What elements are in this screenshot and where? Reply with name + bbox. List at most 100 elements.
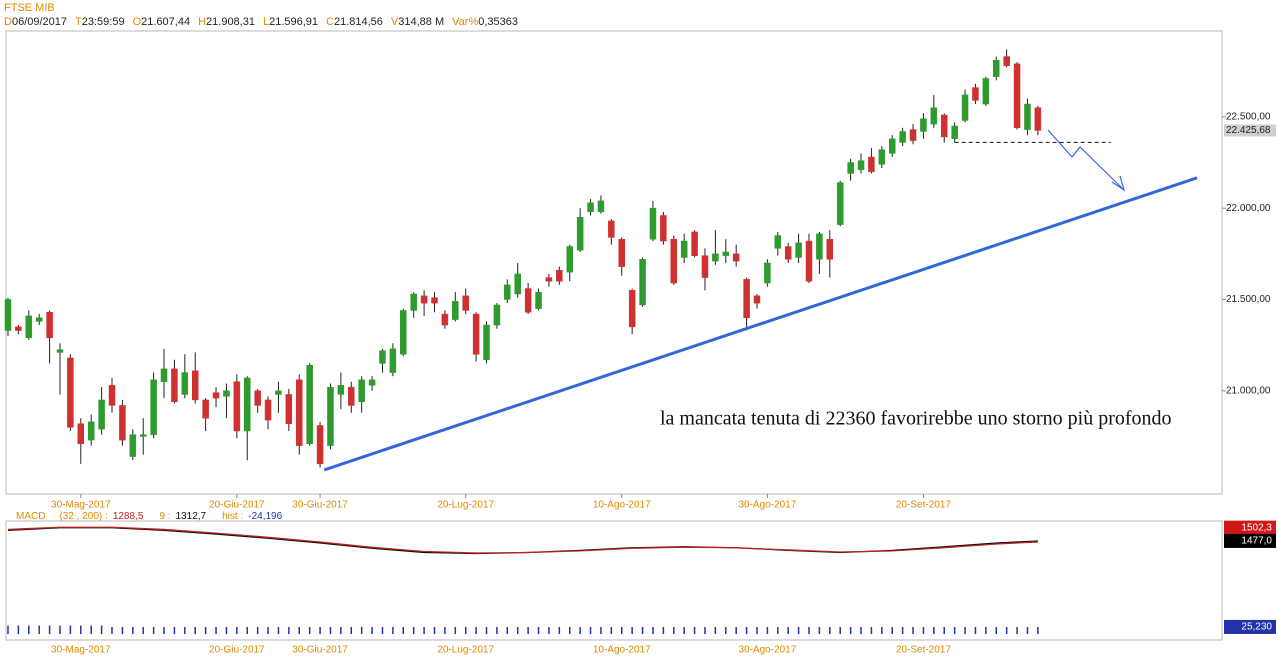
last-price-label: 22.425,68 <box>1226 125 1271 136</box>
macd-value-box <box>1224 520 1276 535</box>
candle-body <box>597 200 605 213</box>
candle-body <box>254 390 261 406</box>
candle-body <box>888 138 896 154</box>
candle-body <box>358 379 365 403</box>
macd-legend-macd-value: 1288,5 <box>113 511 144 522</box>
info-key: Var% <box>452 16 478 28</box>
candle-body <box>25 315 33 339</box>
candle-body <box>628 290 636 328</box>
x-tick-label: 30-Ago-2017 <box>738 645 796 656</box>
candle-body <box>743 279 750 318</box>
candle-body <box>171 368 178 403</box>
plot-frame <box>5 30 1223 495</box>
candle-body <box>545 277 553 282</box>
info-key: H <box>198 16 206 28</box>
hist-value-box <box>1224 619 1276 634</box>
candle-body <box>826 238 834 260</box>
candle-body <box>431 297 438 304</box>
macd-legend-hist-value: -24,196 <box>248 511 282 522</box>
candle-body <box>483 324 490 361</box>
candle-body <box>441 313 449 326</box>
candle-body <box>389 348 397 373</box>
y-tick-label: 21.500,00 <box>1226 294 1271 305</box>
info-value: 314,88 M <box>398 16 444 28</box>
candle-body <box>87 421 95 441</box>
x-tick-label: 20-Lug-2017 <box>437 645 494 656</box>
candle-body <box>504 284 511 300</box>
candle-body <box>795 242 802 258</box>
info-key: V <box>391 16 399 28</box>
candle-body <box>306 364 313 445</box>
info-value: 21.908,31 <box>206 16 255 28</box>
candle-body <box>119 405 126 441</box>
candle-body <box>909 129 917 141</box>
candle-body <box>878 149 886 165</box>
candle-body <box>535 291 542 309</box>
candle-body <box>805 240 813 282</box>
candle-body <box>649 207 657 240</box>
candle-body <box>462 295 469 311</box>
info-value: 21.814,56 <box>334 16 383 28</box>
candle-body <box>556 270 563 282</box>
candle-body <box>56 349 64 353</box>
info-value: 23:59:59 <box>82 16 125 28</box>
candle-body <box>816 233 823 260</box>
candle-body <box>566 246 573 273</box>
macd-value-label: 1502,3 <box>1241 522 1272 533</box>
x-tick-label: 20-Lug-2017 <box>437 500 494 511</box>
macd-line <box>7 527 1038 555</box>
candle-body <box>129 434 137 457</box>
candle-body <box>680 240 688 258</box>
candle-body <box>181 372 189 395</box>
candle-body <box>368 379 376 386</box>
candle-body <box>774 235 782 249</box>
candle-body <box>1024 103 1031 130</box>
candle-body <box>191 370 199 401</box>
info-value: 21.596,91 <box>269 16 318 28</box>
candle-body <box>202 399 209 419</box>
candle-body <box>264 399 272 421</box>
x-tick-label: 20-Set-2017 <box>896 500 951 511</box>
macd-legend-signal-key: 9 : <box>159 511 170 522</box>
info-key: C <box>326 16 334 28</box>
candle-body <box>576 217 584 251</box>
candle-body <box>670 238 678 284</box>
info-line: D06/09/2017 T23:59:59 O21.607,44 H21.908,31… <box>4 16 518 28</box>
candle-body <box>275 390 282 395</box>
candle-body <box>972 87 979 101</box>
candle-body <box>587 202 594 213</box>
candle-body <box>514 273 521 295</box>
candle-body <box>993 59 1000 77</box>
macd-legend: MACD (32 , 200) : 1288,5 9 : 1312,7 hist : -24… <box>16 511 283 522</box>
trendline <box>323 176 1198 472</box>
candle-body <box>410 293 417 311</box>
candle-body <box>139 434 147 437</box>
x-tick-label: 10-Ago-2017 <box>593 500 651 511</box>
candle-body <box>316 425 324 465</box>
info-value: 06/09/2017 <box>12 16 67 28</box>
candle-body <box>524 288 532 313</box>
candle-body <box>753 295 761 304</box>
candle-body <box>67 357 74 428</box>
candle-body <box>4 299 12 331</box>
candle-body <box>472 313 480 355</box>
candle-body <box>337 385 345 395</box>
y-tick-label: 21.000,00 <box>1226 385 1271 396</box>
candle-body <box>150 379 157 435</box>
candle-body <box>764 262 771 284</box>
macd-legend-hist-key: hist : <box>222 511 243 522</box>
candle-body <box>296 379 303 446</box>
y-tick-label: 22.500,00 <box>1226 111 1271 122</box>
candle-body <box>493 304 501 326</box>
candle-body <box>722 251 730 256</box>
candle-body <box>400 310 407 355</box>
candle-body <box>212 392 220 399</box>
macd-line <box>7 526 1038 554</box>
candle-body <box>223 390 230 397</box>
candle-body <box>691 231 698 256</box>
x-tick-label: 30-Giu-2017 <box>292 645 348 656</box>
y-tick-label: 22.000,00 <box>1226 203 1271 214</box>
candle-body <box>660 215 667 242</box>
info-value: 21.607,44 <box>141 16 190 28</box>
